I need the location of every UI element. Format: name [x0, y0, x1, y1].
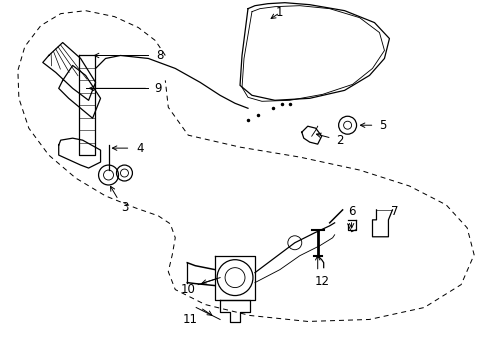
Text: 2: 2	[335, 134, 343, 147]
Text: 11: 11	[183, 313, 197, 326]
Text: 12: 12	[314, 275, 328, 288]
Text: 8: 8	[156, 49, 163, 62]
Text: 6: 6	[347, 205, 355, 219]
Text: 1: 1	[276, 6, 283, 19]
Text: 3: 3	[121, 201, 128, 215]
Text: 5: 5	[378, 119, 386, 132]
Text: 4: 4	[136, 141, 144, 155]
Text: 7: 7	[390, 205, 397, 219]
Text: 10: 10	[181, 283, 195, 296]
Text: 9: 9	[154, 82, 162, 95]
